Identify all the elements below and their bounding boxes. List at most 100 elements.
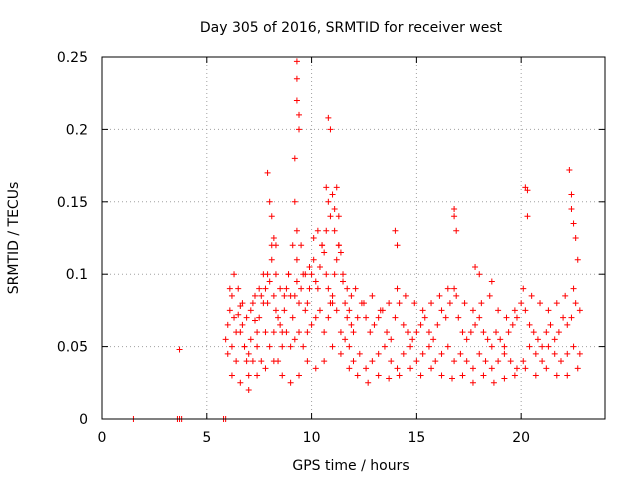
data-point <box>518 300 525 307</box>
data-point <box>472 263 479 270</box>
data-point <box>576 350 583 357</box>
y-tick-label: 0.15 <box>57 195 88 211</box>
data-point <box>388 336 395 343</box>
data-point <box>455 314 462 321</box>
data-point <box>266 343 273 350</box>
data-point <box>239 321 246 328</box>
data-point <box>396 372 403 379</box>
data-point <box>511 307 518 314</box>
data-point <box>256 314 263 321</box>
data-point <box>463 358 470 365</box>
data-point <box>325 285 332 292</box>
data-point <box>344 314 351 321</box>
y-tick-label: 0.25 <box>57 50 88 66</box>
data-point <box>237 379 244 386</box>
data-point <box>235 285 242 292</box>
data-point <box>262 365 269 372</box>
data-point <box>352 285 359 292</box>
data-point <box>484 336 491 343</box>
data-point <box>325 314 332 321</box>
data-point <box>574 256 581 263</box>
data-point <box>459 329 466 336</box>
data-point <box>375 372 382 379</box>
data-point <box>375 350 382 357</box>
data-point <box>430 336 437 343</box>
data-point <box>348 321 355 328</box>
data-point <box>235 311 242 318</box>
data-point <box>314 285 321 292</box>
data-point <box>402 292 409 299</box>
data-point <box>226 307 233 314</box>
data-point <box>275 314 282 321</box>
data-point <box>354 372 361 379</box>
data-point <box>547 321 554 328</box>
data-point <box>321 329 328 336</box>
data-point <box>268 256 275 263</box>
data-point <box>251 317 258 324</box>
data-point <box>293 75 300 82</box>
data-point <box>417 372 424 379</box>
data-point <box>555 329 562 336</box>
data-point <box>228 292 235 299</box>
data-point <box>425 329 432 336</box>
data-point <box>404 329 411 336</box>
data-point <box>566 166 573 173</box>
data-point <box>392 314 399 321</box>
data-point <box>526 343 533 350</box>
data-point <box>296 300 303 307</box>
data-point <box>503 314 510 321</box>
data-point <box>509 321 516 328</box>
data-point <box>417 321 424 328</box>
data-point <box>532 372 539 379</box>
data-point <box>457 350 464 357</box>
data-point <box>495 307 502 314</box>
data-point <box>245 350 252 357</box>
data-point <box>413 358 420 365</box>
data-point <box>449 375 456 382</box>
data-point <box>570 285 577 292</box>
data-point <box>298 285 305 292</box>
data-point <box>444 285 451 292</box>
data-point <box>304 300 311 307</box>
data-point <box>281 307 288 314</box>
data-point <box>428 365 435 372</box>
data-point <box>365 379 372 386</box>
data-point <box>348 292 355 299</box>
data-point <box>331 206 338 213</box>
data-point <box>354 314 361 321</box>
data-point <box>564 350 571 357</box>
y-tick-label: 0.05 <box>57 340 88 356</box>
data-point <box>331 271 338 278</box>
data-point <box>270 235 277 241</box>
data-point <box>570 220 577 227</box>
data-point <box>258 292 265 299</box>
data-point <box>472 321 479 328</box>
data-point <box>329 300 336 307</box>
data-point <box>287 379 294 386</box>
data-point <box>312 278 319 285</box>
data-point <box>411 300 418 307</box>
data-point <box>476 271 483 278</box>
y-tick-label: 0.1 <box>66 267 88 283</box>
data-point <box>432 358 439 365</box>
chart-title: Day 305 of 2016, SRMTID for receiver wes… <box>200 20 503 36</box>
data-point <box>335 213 342 220</box>
x-tick-label: 5 <box>202 430 211 446</box>
data-point <box>469 379 476 386</box>
data-point <box>331 227 338 234</box>
data-point <box>333 256 340 263</box>
x-tick-label: 0 <box>98 430 107 446</box>
data-point <box>251 292 258 299</box>
data-point <box>532 350 539 357</box>
data-point <box>293 58 300 65</box>
data-point <box>264 271 271 278</box>
data-point <box>298 242 305 249</box>
data-point <box>562 292 569 299</box>
data-point <box>262 285 269 292</box>
data-point <box>394 242 401 249</box>
data-point <box>356 350 363 357</box>
data-point <box>490 379 497 386</box>
data-point <box>551 350 558 357</box>
data-point <box>321 249 328 256</box>
data-point <box>176 346 183 353</box>
